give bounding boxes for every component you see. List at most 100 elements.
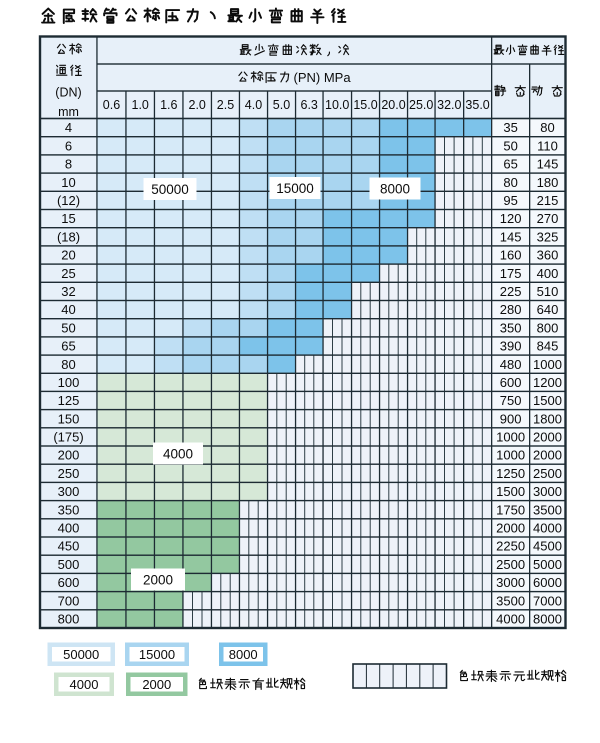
svg-text:(PN) MPa: (PN) MPa (294, 70, 352, 85)
svg-text:(175): (175) (53, 430, 83, 445)
svg-text:15: 15 (61, 211, 75, 226)
svg-text:350: 350 (500, 320, 522, 335)
svg-text:1750: 1750 (496, 502, 525, 517)
svg-text:350: 350 (58, 502, 80, 517)
svg-text:1000: 1000 (496, 430, 525, 445)
svg-text:800: 800 (537, 320, 559, 335)
svg-text:mm: mm (58, 105, 79, 119)
svg-text:65: 65 (503, 157, 517, 172)
svg-text:125: 125 (58, 393, 80, 408)
svg-text:8: 8 (65, 157, 72, 172)
svg-text:325: 325 (537, 229, 559, 244)
svg-text:4: 4 (65, 120, 72, 135)
svg-text:32: 32 (61, 284, 75, 299)
svg-text:225: 225 (500, 284, 522, 299)
svg-text:145: 145 (537, 157, 559, 172)
svg-text:2500: 2500 (533, 466, 562, 481)
svg-text:200: 200 (58, 448, 80, 463)
svg-text:20.0: 20.0 (381, 98, 405, 112)
svg-text:1000: 1000 (496, 448, 525, 463)
svg-text:1250: 1250 (496, 466, 525, 481)
svg-text:4000: 4000 (70, 677, 99, 692)
svg-text:150: 150 (58, 411, 80, 426)
svg-text:3000: 3000 (496, 575, 525, 590)
svg-text:6.3: 6.3 (301, 98, 318, 112)
svg-text:20: 20 (61, 248, 75, 263)
svg-text:2000: 2000 (496, 521, 525, 536)
svg-text:65: 65 (61, 339, 75, 354)
svg-text:8000: 8000 (533, 612, 562, 627)
svg-text:900: 900 (500, 411, 522, 426)
svg-text:35.0: 35.0 (465, 98, 489, 112)
svg-text:800: 800 (58, 612, 80, 627)
svg-text:215: 215 (537, 193, 559, 208)
svg-text:25: 25 (61, 266, 75, 281)
svg-text:80: 80 (503, 175, 517, 190)
svg-text:(DN): (DN) (55, 86, 81, 100)
svg-text:1800: 1800 (533, 411, 562, 426)
svg-text:270: 270 (537, 211, 559, 226)
svg-text:2000: 2000 (533, 430, 562, 445)
svg-text:7000: 7000 (533, 593, 562, 608)
svg-text:6: 6 (65, 138, 72, 153)
svg-text:145: 145 (500, 229, 522, 244)
svg-text:4.0: 4.0 (245, 98, 262, 112)
svg-text:10: 10 (61, 175, 75, 190)
svg-text:4000: 4000 (533, 521, 562, 536)
svg-text:120: 120 (500, 211, 522, 226)
svg-text:845: 845 (537, 339, 559, 354)
svg-text:2.5: 2.5 (217, 98, 234, 112)
svg-text:15000: 15000 (139, 647, 175, 662)
svg-text:32.0: 32.0 (437, 98, 461, 112)
svg-text:480: 480 (500, 357, 522, 372)
svg-text:300: 300 (58, 484, 80, 499)
svg-text:600: 600 (58, 575, 80, 590)
svg-text:2250: 2250 (496, 539, 525, 554)
svg-text:2.0: 2.0 (189, 98, 206, 112)
svg-text:400: 400 (58, 521, 80, 536)
svg-text:1500: 1500 (533, 393, 562, 408)
svg-text:3500: 3500 (533, 502, 562, 517)
svg-text:700: 700 (58, 593, 80, 608)
svg-text:50000: 50000 (151, 182, 189, 197)
svg-text:1.6: 1.6 (160, 98, 177, 112)
svg-text:8000: 8000 (380, 181, 410, 196)
svg-text:4000: 4000 (163, 446, 193, 461)
svg-text:80: 80 (540, 120, 554, 135)
svg-text:95: 95 (503, 193, 517, 208)
svg-text:(18): (18) (57, 229, 80, 244)
svg-text:6000: 6000 (533, 575, 562, 590)
svg-text:10.0: 10.0 (325, 98, 349, 112)
svg-text:600: 600 (500, 375, 522, 390)
svg-text:3500: 3500 (496, 593, 525, 608)
svg-text:750: 750 (500, 393, 522, 408)
svg-text:180: 180 (537, 175, 559, 190)
svg-text:1000: 1000 (533, 357, 562, 372)
svg-text:100: 100 (58, 375, 80, 390)
svg-text:(12): (12) (57, 193, 80, 208)
svg-text:50: 50 (61, 320, 75, 335)
svg-text:50000: 50000 (63, 647, 99, 662)
svg-text:5.0: 5.0 (273, 98, 290, 112)
svg-text:8000: 8000 (229, 647, 258, 662)
svg-text:1500: 1500 (496, 484, 525, 499)
svg-text:15.0: 15.0 (353, 98, 377, 112)
svg-text:15000: 15000 (276, 181, 314, 196)
svg-text:40: 40 (61, 302, 75, 317)
svg-text:250: 250 (58, 466, 80, 481)
svg-text:2500: 2500 (496, 557, 525, 572)
svg-text:390: 390 (500, 339, 522, 354)
svg-text:4000: 4000 (496, 612, 525, 627)
svg-text:5000: 5000 (533, 557, 562, 572)
svg-text:640: 640 (537, 302, 559, 317)
svg-text:50: 50 (503, 138, 517, 153)
svg-text:450: 450 (58, 539, 80, 554)
svg-text:500: 500 (58, 557, 80, 572)
svg-text:2000: 2000 (143, 572, 173, 587)
svg-text:400: 400 (537, 266, 559, 281)
svg-text:35: 35 (503, 120, 517, 135)
svg-text:3000: 3000 (533, 484, 562, 499)
svg-text:2000: 2000 (142, 677, 171, 692)
svg-text:280: 280 (500, 302, 522, 317)
svg-text:4500: 4500 (533, 539, 562, 554)
